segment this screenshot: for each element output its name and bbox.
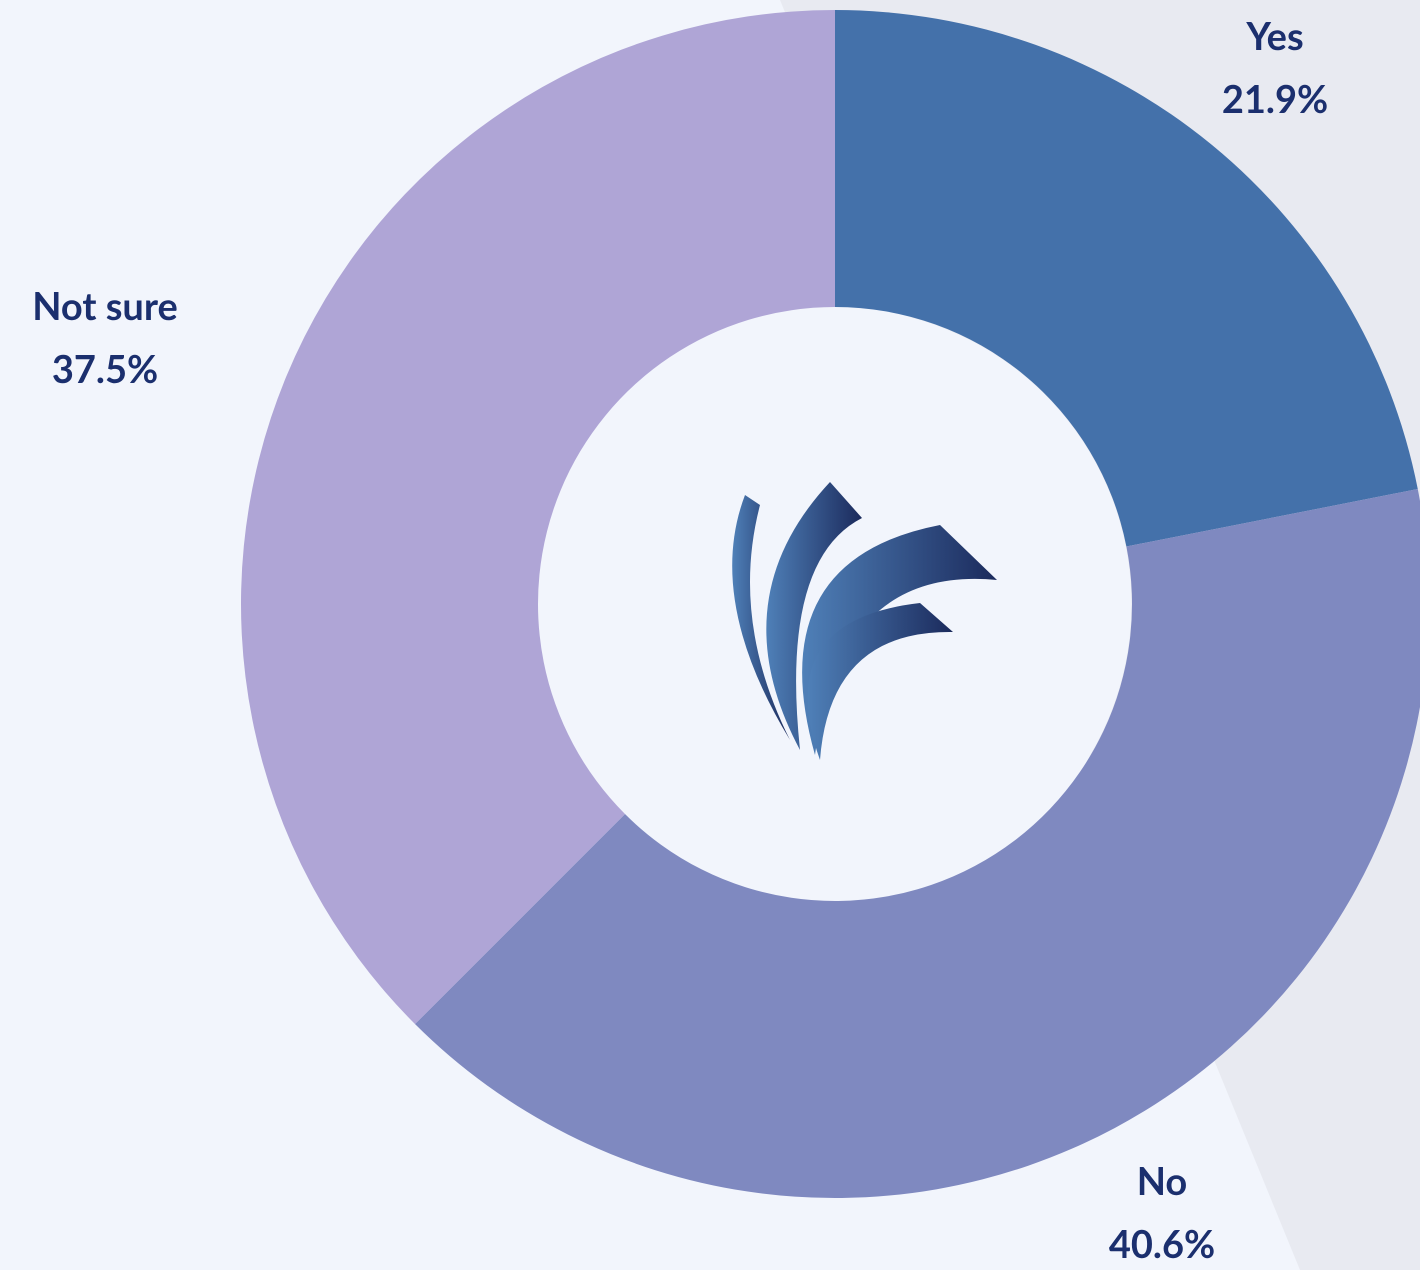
logo-swoosh	[802, 525, 997, 755]
logo-swoosh	[766, 482, 862, 750]
category-label: No	[1137, 1158, 1188, 1204]
donut	[240, 10, 1420, 1198]
donut-slice	[835, 10, 1418, 547]
value-label: 21.9%	[1222, 76, 1328, 122]
value-label: 40.6%	[1109, 1221, 1215, 1267]
logo-swoosh	[807, 603, 953, 760]
value-label: 37.5%	[52, 346, 158, 392]
logo-swoosh	[732, 495, 790, 740]
donut-slice	[414, 489, 1420, 1198]
category-label: Not sure	[32, 283, 178, 329]
logo	[732, 482, 997, 760]
category-label: Yes	[1245, 13, 1303, 59]
donut-slice	[240, 10, 835, 1025]
